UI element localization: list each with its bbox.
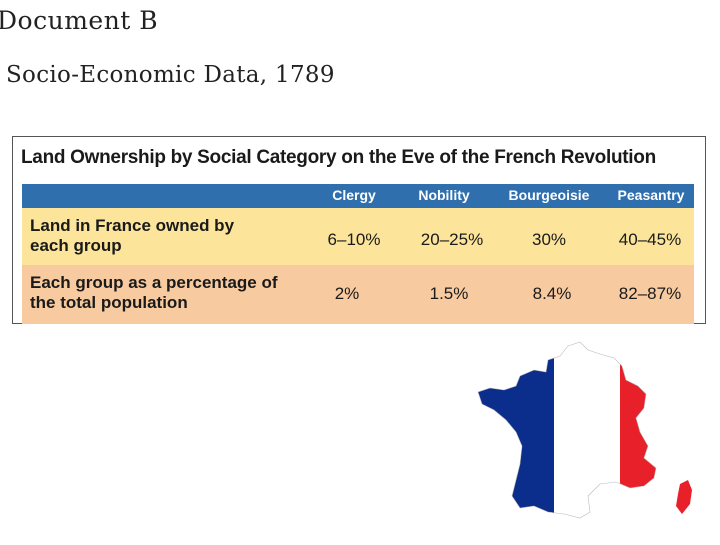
france-flag-map-icon <box>476 336 716 540</box>
document-subtitle: Socio-Economic Data, 1789 <box>6 62 335 88</box>
cell-peasantry: 40–45% <box>618 230 682 249</box>
row-label-line: each group <box>30 236 122 255</box>
row-label-line: Each group as a percentage of <box>30 273 278 292</box>
cell-bourgeoisie: 30% <box>531 230 567 249</box>
row-label: Each group as a percentage of the total … <box>30 273 300 313</box>
cell-peasantry: 82–87% <box>618 284 682 303</box>
land-ownership-table: Land Ownership by Social Category on the… <box>12 136 706 324</box>
row-label: Land in France owned by each group <box>30 216 300 256</box>
column-header-clergy: Clergy <box>332 187 376 203</box>
column-header-bourgeoisie: Bourgeoisie <box>508 187 590 203</box>
row-label-line: the total population <box>30 293 188 312</box>
cell-nobility: 1.5% <box>429 284 469 303</box>
column-header-nobility: Nobility <box>418 187 470 203</box>
table-header-row: Clergy Nobility Bourgeoisie Peasantry <box>22 184 694 208</box>
cell-clergy: 2% <box>334 284 360 303</box>
table-row-population: Each group as a percentage of the total … <box>22 265 694 324</box>
row-label-line: Land in France owned by <box>30 216 235 235</box>
column-header-peasantry: Peasantry <box>617 187 685 203</box>
document-title: Document B <box>0 6 159 35</box>
table-row-land-owned: Land in France owned by each group 6–10%… <box>22 208 694 265</box>
cell-bourgeoisie: 8.4% <box>532 284 572 303</box>
table-title: Land Ownership by Social Category on the… <box>21 147 656 168</box>
cell-clergy: 6–10% <box>327 230 381 249</box>
cell-nobility: 20–25% <box>420 230 484 249</box>
